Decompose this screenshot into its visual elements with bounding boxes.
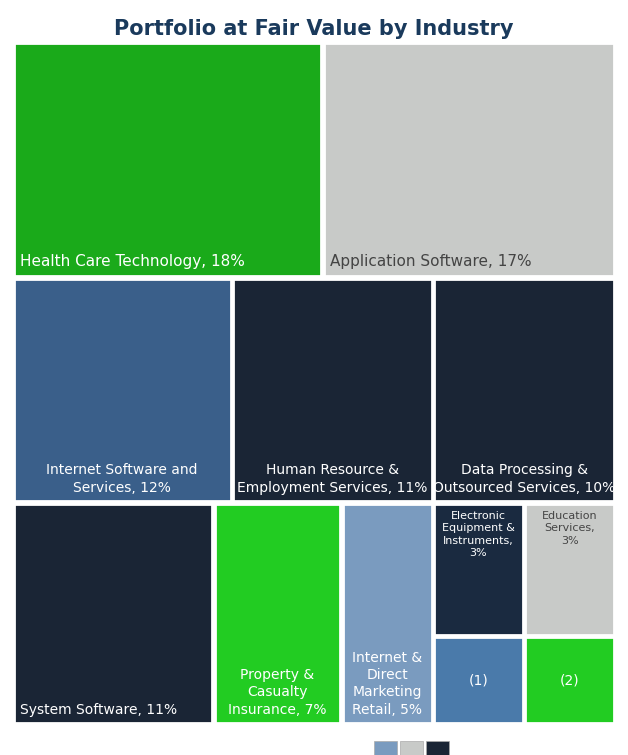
Text: Internet Software and
Services, 12%: Internet Software and Services, 12% <box>46 464 198 495</box>
Bar <box>400 741 423 755</box>
Text: System Software, 11%: System Software, 11% <box>20 703 177 716</box>
Bar <box>324 43 614 276</box>
Text: Electronic
Equipment &
Instruments,
3%: Electronic Equipment & Instruments, 3% <box>442 511 515 558</box>
Bar <box>233 279 431 501</box>
Bar <box>14 43 322 276</box>
Bar <box>434 279 614 501</box>
Text: Application Software, 17%: Application Software, 17% <box>330 254 531 269</box>
Bar <box>14 279 230 501</box>
Bar <box>434 637 523 723</box>
Text: Education
Services,
3%: Education Services, 3% <box>542 511 598 546</box>
Bar <box>434 504 523 635</box>
Text: Property &
Casualty
Insurance, 7%: Property & Casualty Insurance, 7% <box>228 668 327 716</box>
Bar <box>14 504 212 723</box>
Bar <box>374 741 397 755</box>
Text: Data Processing &
Outsourced Services, 10%: Data Processing & Outsourced Services, 1… <box>433 464 615 495</box>
Text: Internet &
Direct
Marketing
Retail, 5%: Internet & Direct Marketing Retail, 5% <box>352 651 422 716</box>
Bar <box>525 504 614 635</box>
Text: Human Resource &
Employment Services, 11%: Human Resource & Employment Services, 11… <box>237 464 428 495</box>
Text: (1): (1) <box>468 673 489 687</box>
Text: Portfolio at Fair Value by Industry: Portfolio at Fair Value by Industry <box>114 19 514 39</box>
Text: (2): (2) <box>560 673 580 687</box>
Bar <box>215 504 340 723</box>
Text: Health Care Technology, 18%: Health Care Technology, 18% <box>20 254 245 269</box>
Bar <box>343 504 431 723</box>
Bar <box>426 741 449 755</box>
Bar <box>525 637 614 723</box>
